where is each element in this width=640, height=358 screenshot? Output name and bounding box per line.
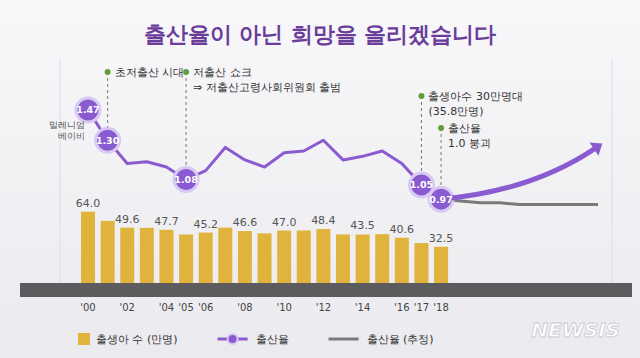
annotation-leader <box>441 128 442 186</box>
background <box>0 0 640 358</box>
y2-axis-line <box>612 60 613 283</box>
x-tick-label: '00 <box>80 302 95 313</box>
x-axis-band <box>20 283 632 297</box>
annotation: 베이비 <box>58 131 85 141</box>
hope-arrow <box>441 149 594 199</box>
legend-item: 출산율 (추정) <box>329 333 434 346</box>
legend-item: 출산율 <box>218 333 289 346</box>
point-marker <box>174 168 198 192</box>
legend-label: 출산율 <box>256 333 289 346</box>
bar-label: 49.6 <box>115 213 140 226</box>
annotation: ⇒ 저출산고령사회위원회 출범 <box>193 81 341 94</box>
point-label: 1.08 <box>174 174 198 185</box>
bar-label: 45.2 <box>193 218 218 231</box>
bar <box>414 243 428 283</box>
bar-label: 47.0 <box>272 216 297 229</box>
legend-marker <box>228 334 238 344</box>
x-tick-label: '08 <box>237 302 252 313</box>
bar-label: 43.5 <box>350 219 375 232</box>
line <box>441 199 598 204</box>
bar <box>316 229 330 283</box>
annotation-leader <box>107 72 108 127</box>
bar-label: 46.6 <box>233 216 258 229</box>
x-tick-label: '18 <box>433 302 448 313</box>
legend-swatch <box>78 333 90 345</box>
bar <box>395 238 409 283</box>
x-tick-label: '04 <box>159 302 174 313</box>
annotation: 출생아수 30만명대 <box>428 90 523 103</box>
x-tick-label: '17 <box>414 302 429 313</box>
x-tick-label: '14 <box>355 302 370 313</box>
bar <box>434 247 448 283</box>
bar <box>179 234 193 283</box>
legend-label: 출산율 (추정) <box>367 333 434 346</box>
bar <box>140 228 154 283</box>
point-label: 1.47 <box>76 104 99 115</box>
chart-root: 출산율이 아닌 희망을 올리겠습니다 64.0 49.6 47.7 45.2 46.6 47… <box>0 0 640 358</box>
bar <box>297 230 311 283</box>
y-axis-line <box>60 60 61 283</box>
bar-label: 64.0 <box>76 197 101 210</box>
annotation: (35.8만명) <box>428 105 483 118</box>
x-tick-label: '16 <box>394 302 409 313</box>
x-tick-label: '12 <box>316 302 331 313</box>
bar <box>218 228 232 283</box>
x-tick-label: '06 <box>198 302 213 313</box>
bar <box>356 234 370 283</box>
point-marker <box>76 98 100 122</box>
bar <box>336 234 350 283</box>
bar <box>159 230 173 283</box>
point-marker <box>429 187 453 211</box>
bar-label: 48.4 <box>311 214 336 227</box>
point-label: 1.05 <box>410 179 433 190</box>
annotation: 초저출산 시대 <box>115 66 185 79</box>
annotation-leader <box>421 96 422 172</box>
legend-swatch <box>329 338 359 341</box>
annotation-leader <box>186 72 187 167</box>
bar <box>199 233 213 283</box>
annotation: 밀레니엄 <box>49 120 85 130</box>
bar-label: 47.7 <box>154 215 179 228</box>
bar-label: 32.5 <box>429 232 454 245</box>
bar <box>238 231 252 283</box>
bar <box>101 221 115 283</box>
annotation-dot <box>438 125 444 131</box>
line <box>88 110 441 199</box>
annotation: 저출산 쇼크 <box>193 66 252 79</box>
bar <box>258 233 272 283</box>
bar <box>81 212 95 283</box>
legend-item: 출생아 수 (만명) <box>78 333 178 346</box>
bar <box>375 234 389 283</box>
annotation-dot <box>183 69 189 75</box>
annotation-dot <box>418 93 424 99</box>
legend-label: 출생아 수 (만명) <box>96 333 178 346</box>
bar <box>277 231 291 283</box>
x-tick-label: '10 <box>276 302 291 313</box>
x-tick-label: '05 <box>178 302 193 313</box>
title: 출산율이 아닌 희망을 올리겠습니다 <box>144 22 497 47</box>
x-tick-label: '02 <box>119 302 134 313</box>
annotation-dot <box>105 69 111 75</box>
plot-area <box>76 98 598 283</box>
hope-arrow-head <box>590 142 603 155</box>
bar-label: 40.6 <box>390 223 415 236</box>
point-marker <box>96 128 120 152</box>
annotation: 1.0 붕괴 <box>448 137 491 150</box>
source: NEWSIS <box>531 318 620 342</box>
bar <box>120 228 134 283</box>
point-label: 0.97 <box>429 194 452 205</box>
annotation: 출산율 <box>448 122 481 135</box>
point-label: 1.30 <box>96 135 120 146</box>
